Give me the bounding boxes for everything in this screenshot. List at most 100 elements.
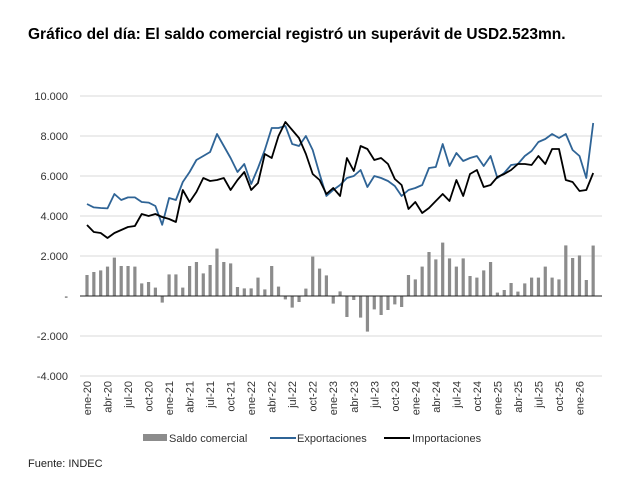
x-tick-label: ene-25 bbox=[492, 381, 504, 415]
x-tick-label: oct-20 bbox=[144, 381, 156, 412]
y-tick-label: -4.000 bbox=[37, 371, 68, 383]
x-tick-label: ene-24 bbox=[410, 381, 422, 415]
y-tick-label: -2.000 bbox=[37, 331, 68, 343]
legend: Saldo comercial Exportaciones Importacione… bbox=[143, 433, 482, 445]
bar-saldo bbox=[324, 275, 328, 296]
y-tick-label: 8.000 bbox=[40, 131, 68, 143]
bar-saldo bbox=[468, 276, 472, 296]
bar-saldo bbox=[536, 277, 541, 296]
x-tick-label: oct-23 bbox=[390, 381, 402, 412]
bar-saldo bbox=[393, 296, 397, 305]
x-tick-label: oct-21 bbox=[226, 381, 238, 412]
x-axis-ticks: ene-20 abr-20 jul-20 oct-20 ene-21 abr-21 jul-… bbox=[82, 381, 586, 415]
bar-saldo bbox=[427, 252, 431, 296]
legend-label-importaciones: Importaciones bbox=[412, 433, 482, 445]
bar-saldo bbox=[105, 266, 110, 296]
bar-saldo bbox=[297, 296, 301, 302]
bar-saldo bbox=[188, 266, 192, 296]
bar-saldo bbox=[99, 270, 103, 296]
x-tick-label: abr-24 bbox=[431, 381, 443, 413]
bar-saldo bbox=[263, 289, 267, 296]
bar-saldo bbox=[126, 266, 130, 296]
bar-saldo bbox=[153, 287, 157, 296]
bar-saldo bbox=[194, 262, 199, 296]
y-tick-label: 10.000 bbox=[34, 91, 68, 103]
bar-saldo bbox=[461, 258, 465, 296]
x-tick-label: abr-21 bbox=[185, 381, 197, 413]
bar-saldo bbox=[92, 272, 96, 296]
bar-saldo bbox=[359, 296, 363, 318]
bar-saldo bbox=[235, 287, 240, 296]
bar-saldo bbox=[270, 266, 274, 296]
bar-saldo bbox=[119, 266, 123, 296]
bar-saldo bbox=[276, 286, 281, 296]
bar-saldo bbox=[133, 266, 137, 296]
bar-saldo bbox=[181, 287, 185, 296]
bar-saldo bbox=[352, 296, 356, 300]
bar-saldo bbox=[434, 259, 438, 296]
x-tick-label: jul-23 bbox=[369, 381, 381, 409]
gridlines bbox=[80, 95, 602, 377]
legend-label-saldo: Saldo comercial bbox=[169, 433, 247, 445]
bar-saldo bbox=[215, 248, 219, 296]
bar-saldo bbox=[331, 296, 335, 304]
bar-saldo bbox=[160, 296, 164, 303]
bar-saldo bbox=[372, 296, 376, 310]
x-tick-label: jul-24 bbox=[451, 381, 463, 409]
legend-label-exportaciones: Exportaciones bbox=[297, 433, 367, 445]
bar-saldo bbox=[584, 280, 588, 296]
chart-title: Gráfico del día: El saldo comercial regi… bbox=[28, 26, 566, 43]
bar-saldo bbox=[495, 292, 499, 296]
bar-saldo bbox=[509, 283, 513, 296]
x-tick-label: ene-20 bbox=[82, 381, 94, 415]
bar-saldo bbox=[317, 268, 322, 296]
bar-saldo bbox=[379, 296, 383, 315]
bar-saldo bbox=[386, 296, 390, 310]
bar-saldo bbox=[488, 262, 493, 296]
bar-saldo bbox=[557, 279, 561, 296]
bar-saldo bbox=[400, 296, 404, 307]
bar-saldo bbox=[482, 270, 486, 296]
bar-saldo bbox=[454, 266, 458, 296]
bar-saldo bbox=[543, 266, 547, 296]
bar-saldo bbox=[201, 273, 205, 296]
y-tick-label: 4.000 bbox=[40, 211, 68, 223]
y-tick-label: 2.000 bbox=[40, 251, 68, 263]
bar-saldo bbox=[365, 296, 370, 332]
series-lines bbox=[86, 121, 595, 239]
bars-saldo bbox=[85, 242, 595, 332]
bar-saldo bbox=[222, 262, 226, 296]
bar-saldo bbox=[523, 283, 527, 296]
bar-saldo bbox=[345, 296, 349, 317]
bar-saldo bbox=[256, 277, 260, 296]
x-tick-label: ene-21 bbox=[164, 381, 176, 415]
bar-saldo bbox=[447, 258, 452, 296]
bar-saldo bbox=[475, 277, 479, 296]
x-tick-label: abr-20 bbox=[103, 381, 115, 413]
bar-saldo bbox=[174, 274, 178, 296]
bar-saldo bbox=[208, 265, 212, 296]
bar-saldo bbox=[290, 296, 294, 308]
bar-saldo bbox=[591, 245, 595, 296]
bar-saldo bbox=[242, 288, 246, 296]
x-tick-label: jul-25 bbox=[533, 381, 545, 409]
bar-saldo bbox=[530, 277, 534, 296]
x-tick-label: jul-20 bbox=[123, 381, 135, 409]
x-tick-label: abr-25 bbox=[513, 381, 525, 413]
x-tick-label: abr-23 bbox=[349, 381, 361, 413]
y-tick-label: - bbox=[64, 291, 68, 303]
x-tick-label: oct-22 bbox=[308, 381, 320, 412]
x-tick-label: ene-26 bbox=[574, 381, 586, 415]
x-tick-label: ene-23 bbox=[328, 381, 340, 415]
bar-saldo bbox=[564, 245, 568, 296]
y-tick-label: 6.000 bbox=[40, 171, 68, 183]
x-tick-label: ene-22 bbox=[246, 381, 258, 415]
x-tick-label: jul-22 bbox=[287, 381, 299, 409]
bar-saldo bbox=[406, 275, 411, 296]
bar-saldo bbox=[283, 296, 287, 300]
line-importaciones bbox=[86, 121, 595, 239]
bar-saldo bbox=[338, 291, 342, 296]
bar-saldo bbox=[420, 266, 424, 296]
bar-saldo bbox=[311, 256, 315, 296]
